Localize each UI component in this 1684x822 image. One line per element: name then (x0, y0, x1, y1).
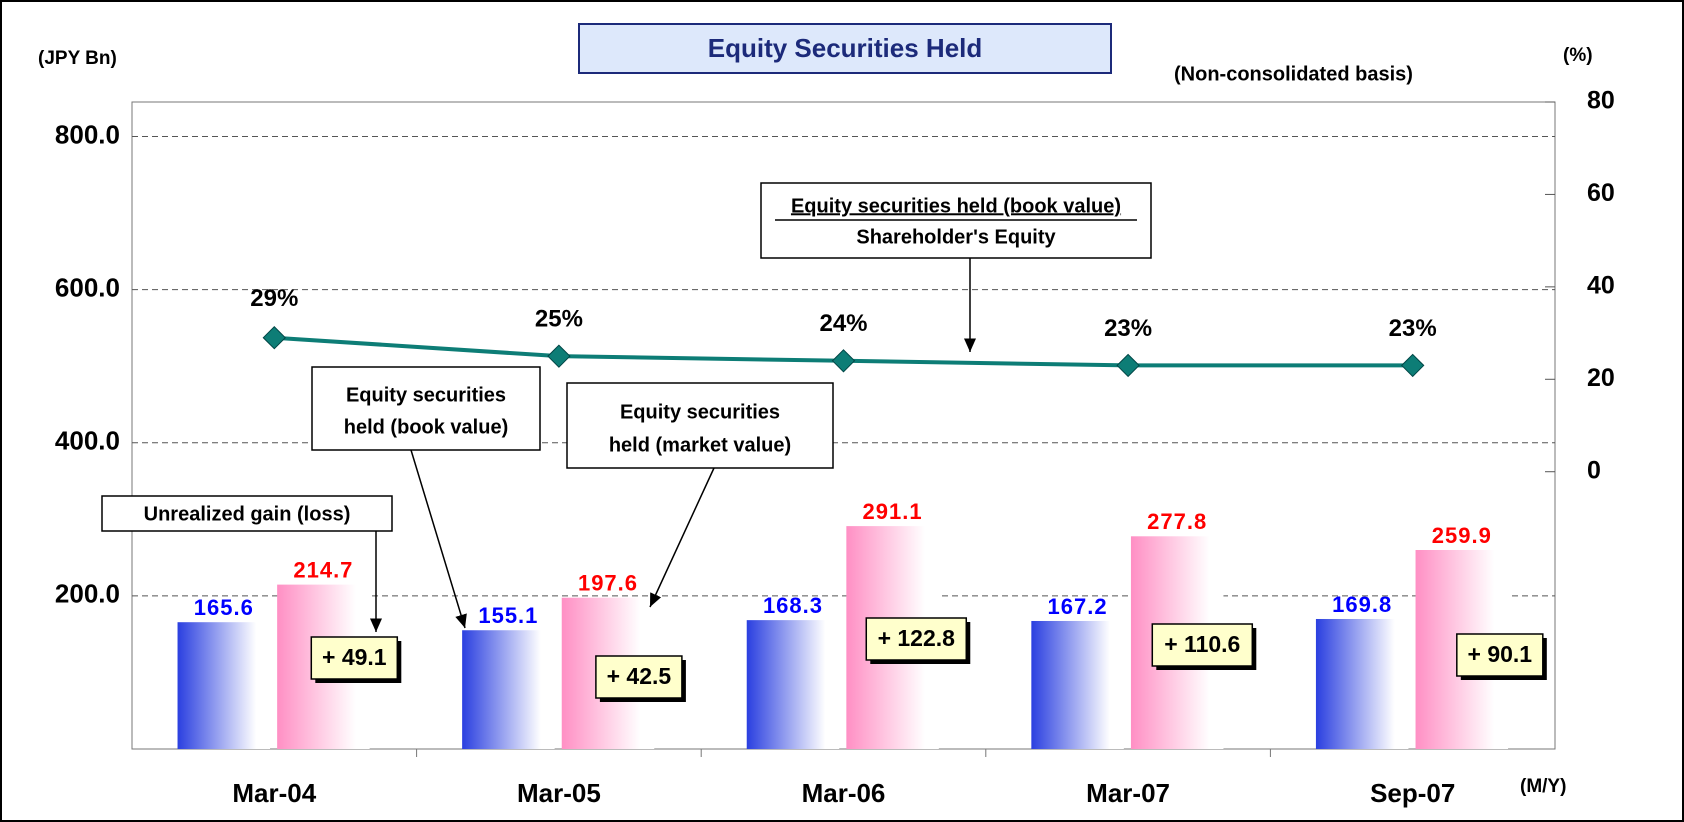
y-tick-label: 200.0 (55, 579, 120, 609)
data-label: 29% (250, 285, 298, 312)
y-tick-label: 800.0 (55, 119, 120, 149)
data-label: 167.2 (1048, 594, 1108, 619)
y2-axis-label: (%) (1563, 45, 1593, 66)
data-label: 168.3 (763, 593, 823, 618)
y2-tick-label: 40 (1587, 271, 1615, 299)
data-label: 291.1 (863, 499, 923, 524)
data-label: 24% (819, 310, 867, 337)
gain-box (595, 655, 683, 699)
data-label: 155.1 (478, 603, 538, 628)
bar (177, 622, 271, 749)
arrow (410, 449, 467, 629)
chart-title: Equity Securities Held (708, 33, 983, 63)
y-tick-label: 600.0 (55, 272, 120, 302)
bar (1315, 618, 1409, 749)
y2-tick-label: 0 (1587, 456, 1601, 484)
annotation: Equity securities (346, 384, 506, 406)
x-tick-label: Mar-07 (1086, 778, 1170, 808)
data-label: 259.9 (1432, 523, 1492, 548)
x-tick-label: Sep-07 (1370, 778, 1455, 808)
arrow (649, 467, 715, 608)
data-label: 165.6 (194, 595, 254, 620)
gain-box (865, 617, 968, 661)
data-label: 23% (1104, 315, 1152, 342)
data-label: 25% (535, 306, 583, 333)
y2-tick-label: 60 (1587, 179, 1615, 207)
y-axis-label: (JPY Bn) (38, 48, 117, 69)
marker (1400, 353, 1425, 378)
data-label: 197.6 (578, 571, 638, 596)
annotation-box (311, 366, 541, 451)
data-label: 214.7 (293, 557, 353, 582)
data-label: 169.8 (1332, 592, 1392, 617)
data-label: 23% (1389, 315, 1437, 342)
gain-label: + 110.6 (1164, 631, 1240, 657)
annotation: held (book value) (344, 416, 508, 438)
annotation: Equity securities held (book value) (791, 195, 1121, 217)
x-axis-label: (M/Y) (1520, 776, 1566, 797)
x-tick-label: Mar-06 (802, 778, 886, 808)
gain-label: + 42.5 (607, 663, 672, 689)
annotation-box (101, 495, 393, 532)
marker (1116, 353, 1140, 378)
marker (831, 349, 856, 373)
gain-label: + 49.1 (322, 644, 387, 670)
gain-label: + 90.1 (1468, 641, 1533, 667)
y2-tick-label: 20 (1587, 364, 1615, 392)
x-tick-label: Mar-05 (517, 778, 601, 808)
annotations: Unrealized gain (loss) Equity securities… (101, 182, 1547, 702)
gain-box (1151, 623, 1254, 667)
title-box (578, 23, 1112, 74)
y2-tick-label: 80 (1587, 87, 1615, 115)
annotation: Shareholder's Equity (856, 226, 1056, 248)
bar (746, 620, 840, 749)
annotation: Equity securities (620, 401, 780, 423)
subtitle: (Non-consolidated basis) (1174, 63, 1413, 85)
x-tick-label: Mar-04 (232, 778, 316, 808)
marker (547, 344, 571, 368)
marker (262, 325, 287, 350)
data-label: 277.8 (1147, 509, 1207, 534)
gain-label: + 122.8 (878, 625, 956, 651)
y-tick-label: 400.0 (55, 426, 120, 456)
gain-box (1456, 633, 1544, 677)
bar (462, 630, 555, 749)
gain-box (310, 636, 399, 680)
annotation-box (566, 382, 834, 469)
annotation: held (market value) (609, 434, 791, 456)
bar (1031, 620, 1124, 749)
annotation: Unrealized gain (loss) (144, 503, 351, 525)
